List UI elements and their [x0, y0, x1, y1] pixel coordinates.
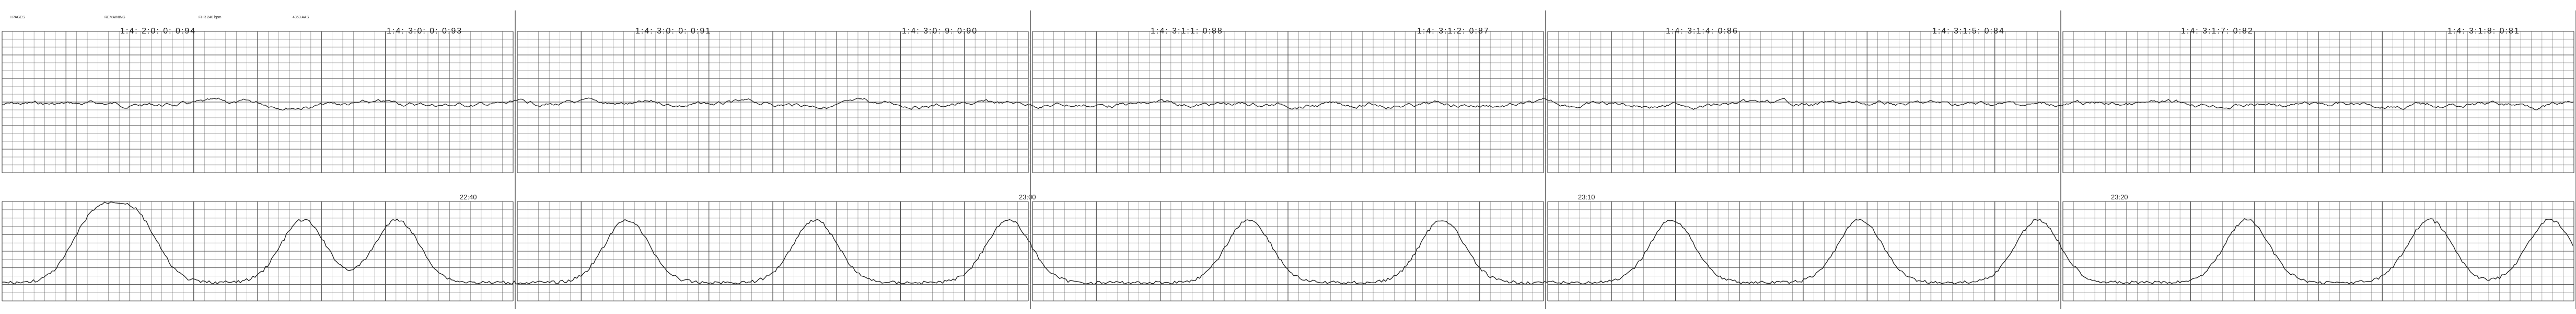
timestamp-label: 23:10: [1578, 193, 1595, 201]
panel-time-label: 1:4: 2:0: 0: 0:94: [120, 27, 196, 36]
timestamp-label: 23:00: [1019, 193, 1036, 201]
panel-time-label: 1:4: 3:1:1: 0:88: [1151, 27, 1223, 36]
uc-trace: [2, 201, 2573, 285]
fhr-trace: [2, 97, 2573, 111]
panel-time-label: 1:4: 3:1:4: 0:86: [1666, 27, 1738, 36]
timestamp-label: 22:40: [460, 193, 477, 201]
panel-time-label: 1:4: 3:1:5: 0:84: [1932, 27, 2005, 36]
panel-time-label: 1:4: 3:1:8: 0:81: [2447, 27, 2520, 36]
header-note: FHR 240 bpm: [199, 16, 222, 19]
panel-time-label: 1:4: 3:0: 0: 0:93: [387, 27, 463, 36]
header-note: I PAGES: [10, 16, 25, 19]
header-note: REMAINING: [105, 16, 125, 19]
header-note: 4353 AAS: [293, 16, 309, 19]
panel-time-label: 1:4: 3:0: 0: 0:91: [635, 27, 712, 36]
timestamp-label: 23:20: [2111, 193, 2128, 201]
panel-time-label: 1:4: 3:0: 9: 0:90: [902, 27, 978, 36]
panel-time-label: 1:4: 3:1:2: 0:87: [1417, 27, 1490, 36]
panel-time-label: 1:4: 3:1:7: 0:82: [2181, 27, 2254, 36]
